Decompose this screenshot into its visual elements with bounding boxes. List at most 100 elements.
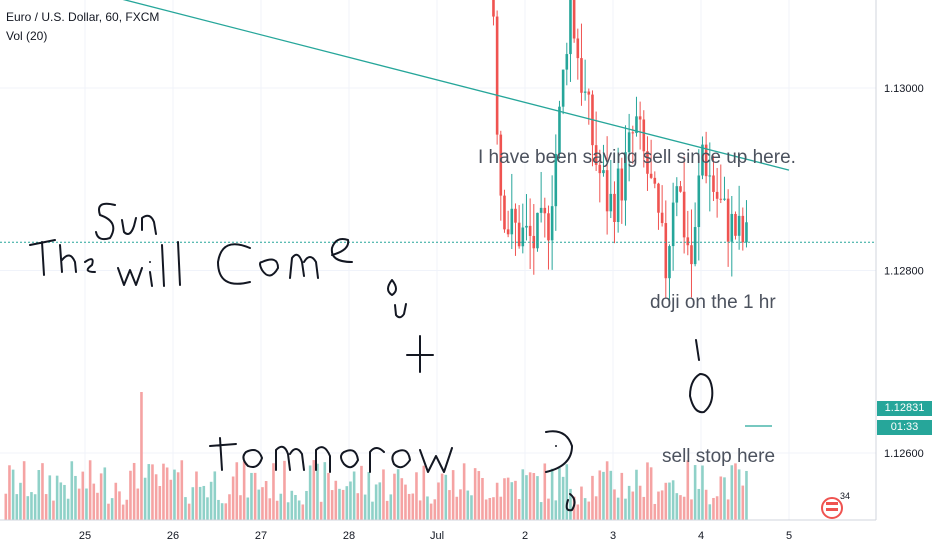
volume-bar xyxy=(715,496,719,520)
volume-bar xyxy=(305,490,308,520)
volume-bar xyxy=(363,494,367,520)
candle-body xyxy=(642,119,646,152)
x-tick-label: 27 xyxy=(255,530,267,542)
candle-body xyxy=(631,132,635,134)
volume-bar xyxy=(701,465,704,520)
volume-bar xyxy=(675,493,679,520)
volume-bar xyxy=(151,464,154,520)
volume-bar xyxy=(565,464,569,520)
volume-bar xyxy=(583,498,587,520)
volume-bar xyxy=(455,496,459,520)
volume-bar xyxy=(429,503,433,520)
volume-bar xyxy=(712,497,715,520)
volume-bar xyxy=(734,463,737,520)
volume-bar xyxy=(173,469,176,520)
volume-bar xyxy=(624,498,627,520)
tradingview-logo-icon[interactable]: 34 xyxy=(820,490,860,522)
volume-bar xyxy=(110,498,114,520)
volume-bar xyxy=(525,475,528,520)
candle-body xyxy=(525,225,528,228)
volume-bar xyxy=(121,504,125,520)
volume-bar xyxy=(649,467,653,520)
volume-bar xyxy=(338,488,341,520)
candle-body xyxy=(594,145,598,165)
x-tick-label: 2 xyxy=(522,530,528,542)
volume-bar xyxy=(646,462,649,520)
candle-body xyxy=(730,213,734,242)
x-tick-label: 5 xyxy=(786,530,792,542)
volume-bar xyxy=(63,484,66,520)
volume-bar xyxy=(411,493,415,520)
grid xyxy=(0,0,876,520)
candle-body xyxy=(635,116,638,134)
candle-body xyxy=(583,91,587,93)
candle-body xyxy=(616,168,620,222)
volume-bar xyxy=(154,474,158,520)
volume-bar xyxy=(272,463,275,520)
volume-bar xyxy=(59,482,63,520)
candle-body xyxy=(682,191,686,238)
volume-bar xyxy=(290,490,294,520)
candle-body xyxy=(543,207,547,214)
volume-bar xyxy=(371,501,374,520)
volume-bar xyxy=(521,469,525,520)
candle-body xyxy=(657,183,660,213)
volume-bar xyxy=(81,471,85,520)
volume-bar xyxy=(682,496,686,520)
candle-body xyxy=(649,173,653,178)
volume-bar xyxy=(495,482,499,520)
volume-bar xyxy=(352,471,356,520)
volume-bar xyxy=(668,482,671,520)
candle-body xyxy=(660,212,664,224)
volume-bar xyxy=(334,480,338,520)
hand-drawn-annotation xyxy=(209,437,453,473)
volume-bar xyxy=(246,497,250,520)
volume-bar xyxy=(308,465,312,520)
volume-bar xyxy=(745,470,748,520)
volume-bar xyxy=(88,460,92,520)
volume-bar xyxy=(481,477,484,520)
volume-bar xyxy=(33,494,37,520)
volume-bar xyxy=(642,496,646,520)
volume-bar xyxy=(8,465,11,520)
candle-body xyxy=(734,213,737,236)
volume-bar xyxy=(162,463,165,520)
volume-bar xyxy=(719,476,723,520)
volume-bar xyxy=(96,492,99,520)
candle-body xyxy=(613,193,616,222)
volume-bar xyxy=(437,482,440,520)
volume-bar xyxy=(466,490,470,520)
volume-bar xyxy=(184,497,187,520)
candle-body xyxy=(499,134,503,196)
candle-body xyxy=(561,69,565,107)
volume-bar xyxy=(587,501,591,520)
volume-bar xyxy=(396,469,400,520)
candle-body xyxy=(745,222,748,243)
volume-bar xyxy=(74,475,77,520)
volume-bar xyxy=(697,488,701,520)
candle-body xyxy=(737,215,741,236)
candle-body xyxy=(664,223,668,279)
volume-bar xyxy=(477,471,481,520)
volume-bar xyxy=(514,480,517,520)
volume-bar xyxy=(418,500,422,520)
volume-bar xyxy=(85,488,88,520)
volume-bar xyxy=(510,482,514,520)
volume-bar xyxy=(147,464,151,520)
candle-body xyxy=(741,215,745,243)
volume-bar xyxy=(268,498,272,520)
volume-bar xyxy=(690,499,693,520)
candle-body xyxy=(671,202,675,247)
candle-body xyxy=(708,175,712,177)
volume-bar xyxy=(726,499,730,520)
candle-body xyxy=(719,198,723,200)
hand-drawn-annotation xyxy=(387,279,434,373)
volume-bar xyxy=(532,473,536,520)
volume-bar xyxy=(591,475,594,520)
volume-bars xyxy=(4,392,748,520)
candle-body xyxy=(627,132,631,153)
volume-bar xyxy=(209,481,213,520)
volume-bar xyxy=(206,497,209,520)
candle-body xyxy=(572,0,576,39)
